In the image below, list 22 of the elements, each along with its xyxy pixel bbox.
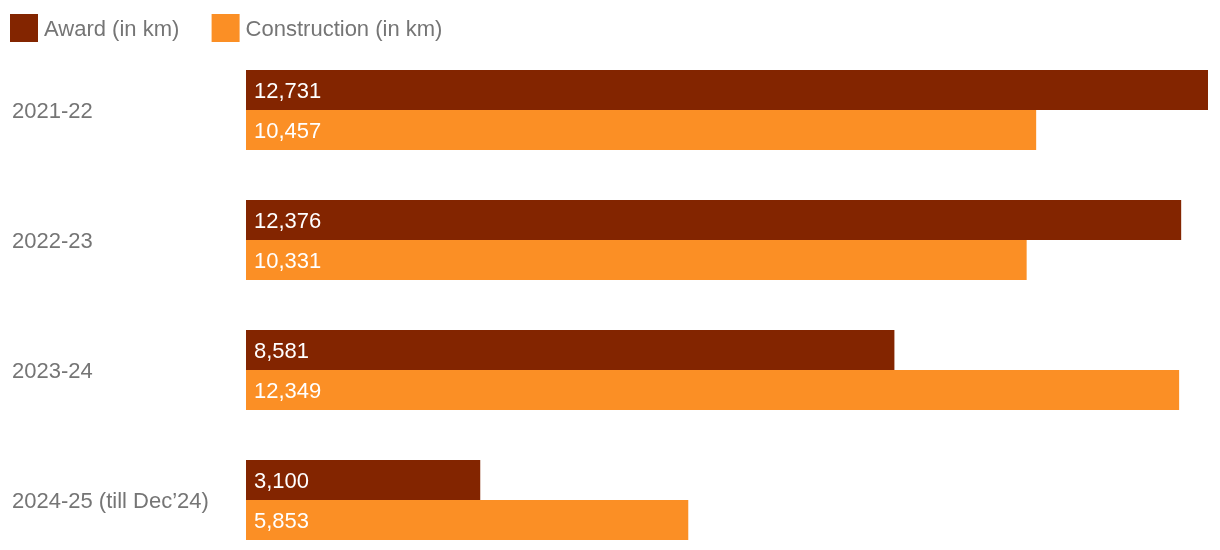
y-tick-label: 2023-24	[12, 357, 93, 383]
y-tick-label: 2022-23	[12, 227, 93, 253]
legend-label: Construction (in km)	[245, 15, 443, 41]
bar	[246, 200, 1182, 240]
data-label: 3,100	[254, 467, 310, 493]
data-label: 12,376	[254, 207, 322, 233]
y-tick-label: 2021-22	[12, 97, 93, 123]
data-label: 8,581	[254, 337, 310, 363]
data-label: 12,731	[254, 77, 322, 103]
data-label: 5,853	[254, 507, 310, 533]
data-label: 12,349	[254, 377, 322, 403]
bar	[246, 240, 1027, 280]
legend-label: Award (in km)	[44, 15, 180, 41]
bar	[246, 370, 1180, 410]
bar	[246, 460, 481, 500]
data-label: 10,457	[254, 117, 322, 143]
bar	[246, 70, 1208, 110]
bar	[246, 330, 895, 370]
data-label: 10,331	[254, 247, 322, 273]
bar	[246, 500, 689, 540]
y-tick-label: 2024-25 (till Dec’24)	[12, 487, 209, 513]
bar	[246, 110, 1037, 150]
